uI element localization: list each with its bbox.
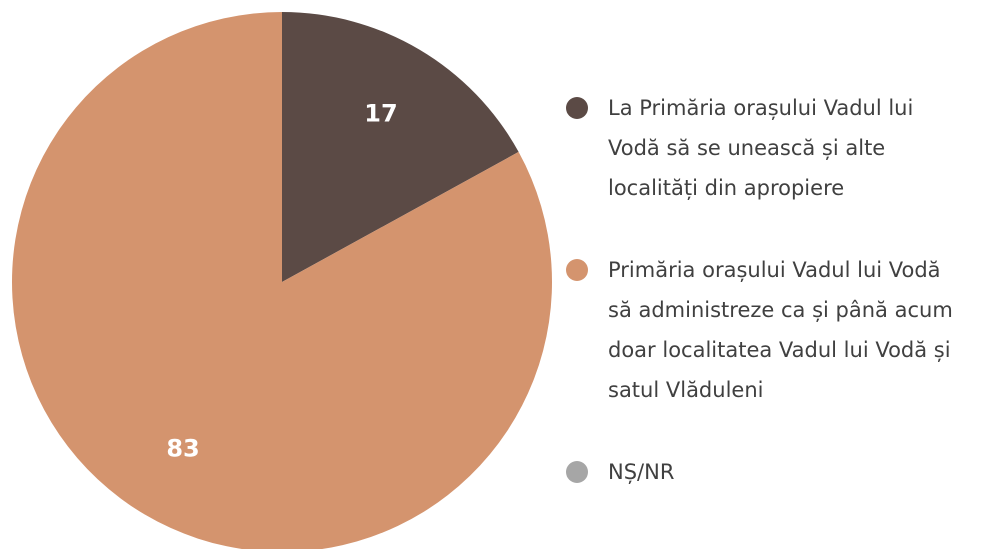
legend-marker bbox=[566, 259, 588, 281]
legend-label: La Primăria orașului Vadul lui Vodă să s… bbox=[608, 96, 914, 200]
data-label: 83 bbox=[166, 434, 199, 462]
legend-item: Primăria orașului Vadul lui Vodă să admi… bbox=[566, 250, 976, 410]
pie-slice bbox=[282, 12, 519, 282]
legend-label: Primăria orașului Vadul lui Vodă să admi… bbox=[608, 258, 953, 402]
legend-marker bbox=[566, 97, 588, 119]
legend-marker bbox=[566, 461, 588, 483]
legend-item: La Primăria orașului Vadul lui Vodă să s… bbox=[566, 88, 976, 208]
legend: La Primăria orașului Vadul lui Vodă să s… bbox=[566, 88, 976, 492]
legend-label: NȘ/NR bbox=[608, 460, 675, 484]
data-label: 17 bbox=[364, 100, 397, 128]
pie-slice bbox=[12, 12, 552, 549]
legend-item: NȘ/NR bbox=[566, 452, 976, 492]
